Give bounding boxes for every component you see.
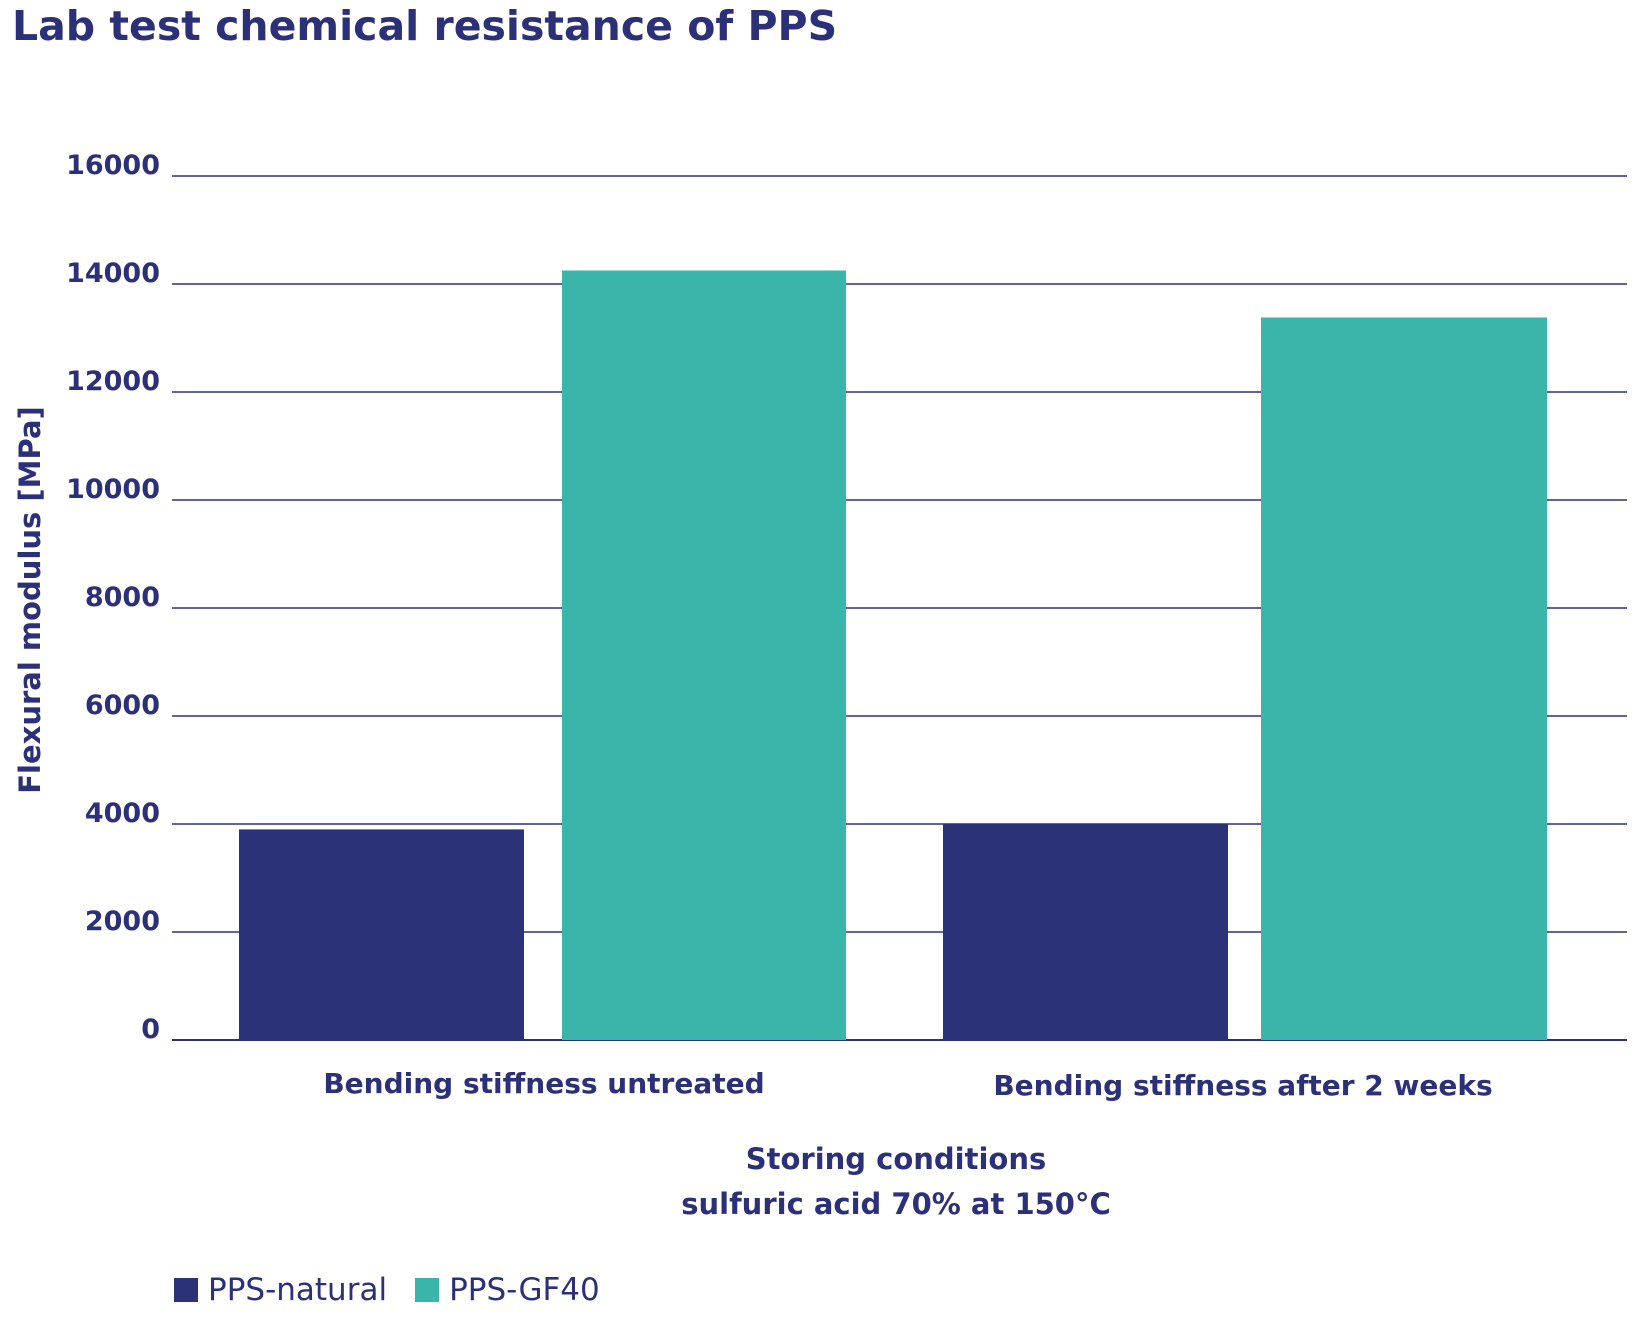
- legend: PPS-natural PPS-GF40: [174, 1272, 628, 1308]
- bar-pps-natural-2: [943, 824, 1228, 1040]
- legend-swatch-pps-gf40: [415, 1278, 440, 1302]
- y-tick-label: 14000: [66, 258, 160, 289]
- category-label: Bending stiffness after 2 weeks: [993, 1069, 1492, 1102]
- x-axis-title-line-2: sulfuric acid 70% at 150°C: [681, 1187, 1111, 1221]
- legend-item-pps-natural: PPS-natural: [174, 1272, 387, 1308]
- y-tick-label: 8000: [85, 582, 160, 613]
- legend-label-pps-gf40: PPS-GF40: [449, 1272, 600, 1308]
- y-tick-label: 0: [141, 1014, 160, 1045]
- y-tick-label: 4000: [85, 798, 160, 829]
- y-tick-label: 12000: [66, 366, 160, 397]
- legend-item-pps-gf40: PPS-GF40: [415, 1272, 600, 1308]
- x-axis-title-line-1: Storing conditions: [746, 1142, 1047, 1176]
- y-tick-label: 6000: [85, 690, 160, 721]
- legend-label-pps-natural: PPS-natural: [208, 1272, 388, 1308]
- y-tick-label: 2000: [85, 906, 160, 937]
- bar-pps-natural-1: [239, 829, 524, 1040]
- chart-title: Lab test chemical resistance of PPS: [12, 2, 838, 50]
- y-axis-title: Flexural modulus [MPa]: [13, 406, 47, 794]
- y-tick-labels: 0 2000 4000 6000 8000 10000 12000 14000 16000: [66, 150, 160, 1045]
- bar-pps-gf40-2: [1261, 317, 1547, 1041]
- y-tick-label: 10000: [66, 474, 160, 505]
- bars: [239, 270, 1547, 1041]
- category-labels: Bending stiffness untreated Bending stiff…: [323, 1067, 1492, 1102]
- category-label: Bending stiffness untreated: [323, 1067, 764, 1100]
- bar-pps-gf40-1: [562, 270, 846, 1040]
- y-tick-label: 16000: [66, 150, 160, 181]
- legend-swatch-pps-natural: [174, 1278, 198, 1302]
